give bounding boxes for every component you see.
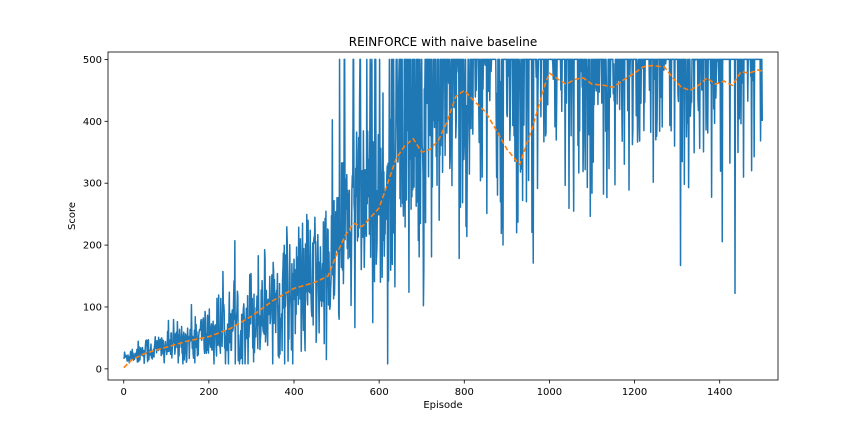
x-axis: 0 200 400 600 800 1000 1200 1400 — [121, 380, 732, 398]
y-tick-label: 400 — [83, 117, 102, 128]
x-tick-label: 600 — [370, 387, 389, 398]
x-tick-label: 1200 — [622, 387, 647, 398]
x-tick-label: 1000 — [537, 387, 562, 398]
y-tick-label: 100 — [83, 302, 102, 313]
series-line-solid — [123, 58, 763, 365]
x-axis-label: Episode — [423, 400, 462, 411]
series-layer — [123, 58, 763, 369]
chart-title: REINFORCE with naive baseline — [349, 35, 537, 49]
y-tick-label: 200 — [83, 241, 102, 252]
y-axis-label: Score — [67, 202, 78, 230]
y-tick-label: 500 — [83, 55, 102, 66]
y-tick-label: 300 — [83, 179, 102, 190]
x-tick-label: 0 — [121, 387, 127, 398]
y-tick-label: 0 — [96, 364, 102, 375]
x-tick-label: 1400 — [707, 387, 732, 398]
x-tick-label: 800 — [455, 387, 474, 398]
series-line-dashed — [123, 64, 763, 369]
plot-frame — [107, 51, 779, 381]
plot-area — [107, 51, 779, 381]
x-tick-label: 400 — [284, 387, 303, 398]
y-axis: 0 100 200 300 400 500 — [83, 55, 108, 375]
x-tick-label: 200 — [199, 387, 218, 398]
